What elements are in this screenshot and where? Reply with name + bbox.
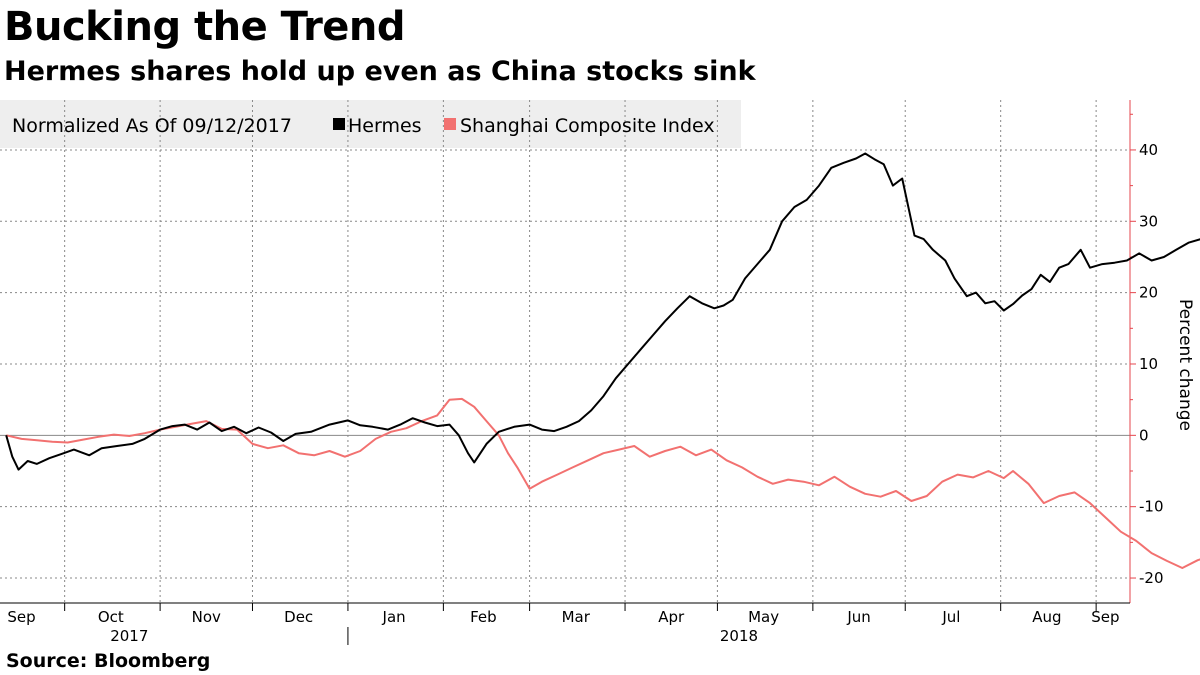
x-tick-label: Nov: [192, 608, 221, 626]
legend-background: [0, 100, 741, 148]
legend-swatch-shanghai: [444, 118, 456, 130]
x-tick-label: Sep: [7, 608, 35, 626]
x-tick-label: Dec: [284, 608, 313, 626]
legend-label-shanghai: Shanghai Composite Index: [460, 115, 715, 137]
x-tick-label: Oct: [98, 608, 124, 626]
x-tick-label: Feb: [470, 608, 497, 626]
x-tick-label: May: [748, 608, 779, 626]
x-year-label: 2017: [110, 627, 148, 645]
x-tick-label: Jun: [846, 608, 870, 626]
y-tick-label: 30: [1139, 212, 1158, 230]
y-tick-label: 40: [1139, 141, 1158, 159]
y-tick-label: 10: [1139, 355, 1158, 373]
x-year-label: 2018: [720, 627, 758, 645]
y-tick-label: 20: [1139, 284, 1158, 302]
y-axis-title: Percent change: [1175, 299, 1195, 431]
axes: -20 -10 0 10 20 30 40 Sep Oct Nov Dec Jan Feb Mar Apr M…: [0, 100, 1164, 645]
x-tick-label: Mar: [562, 608, 591, 626]
y-tick-label: -10: [1139, 498, 1164, 516]
legend: Normalized As Of 09/12/2017 Hermes Shang…: [12, 115, 715, 137]
y-tick-label: 0: [1139, 426, 1149, 444]
x-tick-label: Aug: [1032, 608, 1061, 626]
x-tick-label: Sep: [1091, 608, 1119, 626]
series-line-hermes: [5, 152, 1200, 471]
source-note: Source: Bloomberg: [6, 650, 211, 672]
y-tick-label: -20: [1139, 569, 1164, 587]
chart-subtitle: Hermes shares hold up even as China stoc…: [4, 56, 756, 87]
series-line-shanghai: [5, 397, 1200, 569]
grid: [0, 100, 1130, 603]
legend-prefix: Normalized As Of 09/12/2017: [12, 115, 292, 137]
x-tick-label: Jul: [941, 608, 960, 626]
chart-title: Bucking the Trend: [4, 4, 406, 50]
legend-label-hermes: Hermes: [348, 115, 422, 137]
x-tick-label: Apr: [658, 608, 685, 626]
series-layer: [5, 152, 1200, 569]
legend-swatch-hermes: [333, 118, 345, 130]
x-tick-label: Jan: [382, 608, 406, 626]
